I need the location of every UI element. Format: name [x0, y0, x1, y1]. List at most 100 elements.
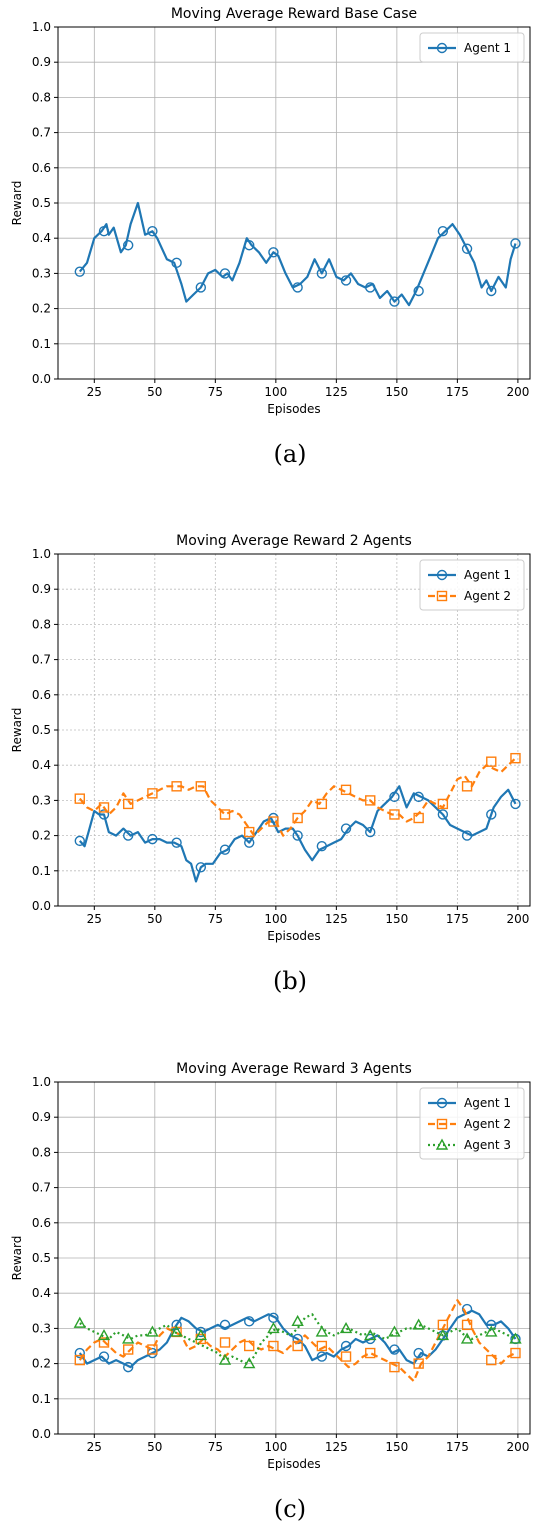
series-line: [78, 1299, 516, 1383]
data-point: [437, 809, 449, 820]
data-point: [510, 238, 521, 249]
legend-swatch-marker: [436, 1118, 448, 1130]
x-tick-label: 50: [147, 912, 162, 926]
y-tick-label: 0.8: [32, 90, 51, 104]
data-point: [219, 1337, 231, 1348]
data-point: [413, 285, 424, 297]
data-point: [74, 1354, 85, 1366]
x-tick-label: 150: [385, 385, 408, 399]
data-point: [243, 1357, 256, 1369]
x-tick-label: 125: [325, 912, 348, 926]
chart-title: Moving Average Reward 3 Agents: [176, 1061, 412, 1077]
data-point: [98, 802, 110, 813]
data-point: [365, 795, 376, 806]
legend-label: Agent 3: [464, 1138, 511, 1152]
x-tick-label: 25: [87, 912, 102, 926]
data-point: [340, 784, 352, 796]
data-point: [195, 282, 207, 293]
data-point: [316, 798, 328, 810]
y-tick-label: 1.0: [32, 1075, 51, 1089]
data-point: [268, 816, 279, 827]
x-tick-label: 150: [385, 912, 408, 926]
data-point: [389, 809, 400, 820]
chart-b: Moving Average Reward 2 Agents 25 50 75 100 1…: [10, 533, 531, 995]
data-point: [147, 1344, 158, 1355]
data-point: [268, 1340, 279, 1352]
panel-label: (c): [274, 1495, 306, 1523]
data-point: [316, 1340, 328, 1352]
y-tick-label: 0.8: [32, 1145, 51, 1159]
data-point: [389, 1361, 400, 1373]
y-tick-label: 0.5: [32, 196, 51, 210]
data-point: [437, 225, 449, 237]
y-tick-label: 1.0: [32, 20, 51, 34]
x-tick-label: 75: [208, 912, 223, 926]
data-point: [510, 1347, 521, 1359]
data-point: [194, 1328, 207, 1341]
data-point: [316, 1351, 328, 1362]
legend: Agent 1 Agent 2: [419, 559, 525, 611]
data-point: [486, 1354, 497, 1366]
y-axis-label: Reward: [10, 708, 24, 753]
x-tick-label: 175: [446, 385, 469, 399]
x-tick-label: 125: [325, 1440, 348, 1454]
data-point: [122, 240, 134, 251]
y-tick-label: 0.9: [32, 55, 51, 69]
data-point: [98, 225, 110, 237]
legend: Agent 1 Agent 2 Agent 3: [419, 1087, 525, 1160]
x-axis-label: Episodes: [267, 402, 320, 416]
legend-label: Agent 2: [464, 1117, 511, 1131]
legend: Agent 1: [419, 32, 525, 63]
legend-label: Agent 1: [464, 41, 511, 55]
series-line: [78, 201, 517, 307]
data-point: [171, 1319, 182, 1331]
data-point: [413, 791, 424, 803]
series-agent-2: [74, 752, 521, 838]
data-point: [486, 809, 497, 820]
chart-title: Moving Average Reward 2 Agents: [176, 533, 412, 549]
x-tick-label: 25: [87, 1440, 102, 1454]
data-point: [195, 862, 207, 873]
y-tick-label: 0.7: [32, 1181, 51, 1195]
data-point: [413, 1347, 424, 1359]
y-tick-label: 0.4: [32, 231, 51, 245]
data-point: [98, 1351, 110, 1362]
y-tick-label: 0.3: [32, 793, 51, 807]
data-point: [461, 1319, 473, 1331]
data-point: [268, 247, 279, 258]
y-tick-label: 0.4: [32, 758, 51, 772]
series-line: [78, 757, 517, 837]
data-point: [244, 240, 255, 251]
data-point: [486, 285, 497, 297]
data-point: [122, 830, 134, 841]
data-point: [340, 1340, 352, 1352]
x-tick-label: 50: [147, 385, 162, 399]
data-point: [195, 1326, 207, 1338]
data-point: [97, 1328, 111, 1341]
data-point: [316, 268, 328, 279]
data-point: [195, 781, 207, 792]
data-point: [74, 1347, 85, 1359]
data-point: [244, 1340, 255, 1352]
y-tick-label: 0.5: [32, 1251, 51, 1265]
series-line: [78, 1309, 517, 1369]
data-point: [388, 1325, 401, 1337]
data-point: [315, 1325, 329, 1337]
x-tick-label: 75: [208, 1440, 223, 1454]
series-agent-3: [73, 1313, 522, 1369]
x-tick-label: 175: [446, 912, 469, 926]
data-point: [244, 837, 255, 848]
data-point: [364, 1328, 377, 1341]
x-tick-label: 175: [446, 1440, 469, 1454]
data-point: [316, 840, 328, 852]
chart-title: Moving Average Reward Base Case: [171, 6, 417, 22]
y-tick-label: 0.1: [32, 1392, 51, 1406]
x-axis-label: Episodes: [267, 929, 320, 943]
data-point: [486, 1319, 497, 1331]
data-point: [171, 837, 182, 848]
legend-swatch-marker: [436, 590, 448, 602]
y-tick-label: 0.6: [32, 161, 51, 175]
panel-label: (b): [273, 967, 307, 995]
y-axis-label: Reward: [10, 181, 24, 226]
x-tick-label: 100: [264, 1440, 287, 1454]
